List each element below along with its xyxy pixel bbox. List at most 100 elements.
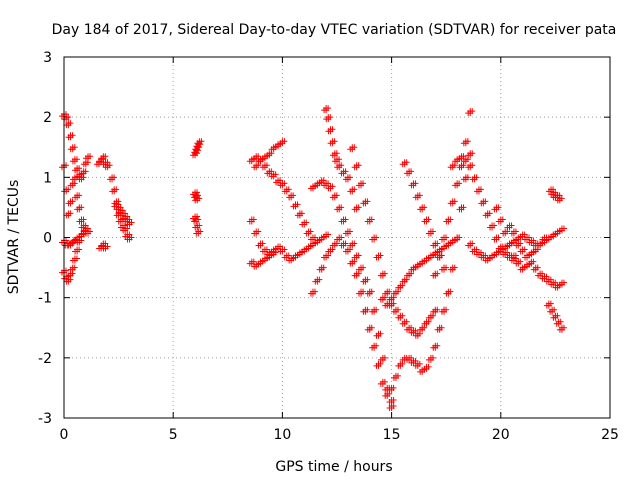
data-point <box>469 248 476 255</box>
data-point <box>386 398 393 405</box>
data-point <box>122 233 129 240</box>
data-point <box>421 320 428 327</box>
y-tick-label: 0 <box>43 231 52 247</box>
data-point <box>373 254 380 261</box>
data-point <box>399 320 406 327</box>
data-point <box>193 143 200 150</box>
data-point <box>100 161 107 168</box>
data-point <box>356 182 363 189</box>
data-point <box>342 248 349 255</box>
series-seg-12h-a <box>307 177 397 411</box>
data-point <box>447 164 454 171</box>
data-point <box>325 185 332 192</box>
data-point <box>456 164 463 171</box>
data-point <box>312 239 319 246</box>
data-point <box>535 242 542 249</box>
data-point <box>360 308 367 315</box>
data-point <box>259 155 266 162</box>
data-point <box>543 302 550 309</box>
data-point <box>456 155 463 162</box>
data-point <box>102 164 109 171</box>
data-point <box>268 173 275 180</box>
y-tick-label: 3 <box>43 50 52 66</box>
data-point <box>417 260 424 267</box>
data-point <box>390 374 397 381</box>
data-point <box>491 206 498 213</box>
data-point <box>264 254 271 261</box>
data-point <box>307 236 314 243</box>
data-point <box>417 326 424 333</box>
data-point <box>430 251 437 258</box>
data-point <box>390 290 397 297</box>
data-point <box>399 278 406 285</box>
series-seg-22h-c <box>543 186 567 333</box>
data-point <box>526 260 533 267</box>
data-point <box>421 218 428 225</box>
data-point <box>329 242 336 249</box>
data-point <box>447 266 454 273</box>
data-point <box>408 266 415 273</box>
data-point <box>508 230 515 237</box>
data-point <box>552 194 559 201</box>
data-point <box>526 251 533 258</box>
data-point <box>251 164 258 171</box>
data-point <box>251 263 258 270</box>
data-point <box>377 380 384 387</box>
data-point <box>539 275 546 282</box>
series-seg-early-e <box>93 153 113 252</box>
data-point <box>100 245 107 252</box>
data-point <box>434 326 441 333</box>
data-point <box>294 251 301 258</box>
data-point <box>430 272 437 279</box>
data-point <box>93 161 100 168</box>
data-point <box>539 236 546 243</box>
x-axis-label: GPS time / hours <box>275 459 392 475</box>
data-point <box>191 218 198 225</box>
data-point <box>439 308 446 315</box>
y-tick-label: 1 <box>43 170 52 186</box>
data-point <box>556 326 563 333</box>
data-point <box>316 266 323 273</box>
data-point <box>351 206 358 213</box>
data-point <box>430 242 437 249</box>
data-point <box>456 206 463 213</box>
data-point <box>299 221 306 228</box>
data-point <box>109 188 116 195</box>
data-point <box>65 134 72 141</box>
data-point <box>478 254 485 261</box>
data-point <box>504 224 511 231</box>
data-point <box>504 242 511 249</box>
data-point <box>193 230 200 237</box>
data-point <box>264 170 271 177</box>
data-point <box>552 284 559 291</box>
data-point <box>412 194 419 201</box>
data-point <box>500 251 507 258</box>
data-point <box>290 203 297 210</box>
data-point <box>307 242 314 249</box>
data-point <box>412 332 419 339</box>
data-point <box>425 356 432 363</box>
data-point <box>69 158 76 165</box>
data-point <box>550 314 557 321</box>
data-point <box>487 254 494 261</box>
data-point <box>191 149 198 156</box>
data-point <box>522 236 529 243</box>
data-point <box>439 236 446 243</box>
data-point <box>530 248 537 255</box>
data-point <box>67 266 74 273</box>
data-point <box>447 200 454 207</box>
data-point <box>522 254 529 261</box>
data-point <box>191 194 198 201</box>
data-point <box>277 182 284 189</box>
data-point <box>286 194 293 201</box>
data-point <box>277 140 284 147</box>
y-tick-label: -2 <box>38 351 52 367</box>
x-tick-label: 20 <box>492 427 510 443</box>
data-point <box>117 212 124 219</box>
data-point <box>69 176 76 183</box>
data-point <box>281 254 288 261</box>
data-point <box>452 236 459 243</box>
data-point <box>281 188 288 195</box>
data-point <box>120 215 127 222</box>
data-point <box>246 218 253 225</box>
